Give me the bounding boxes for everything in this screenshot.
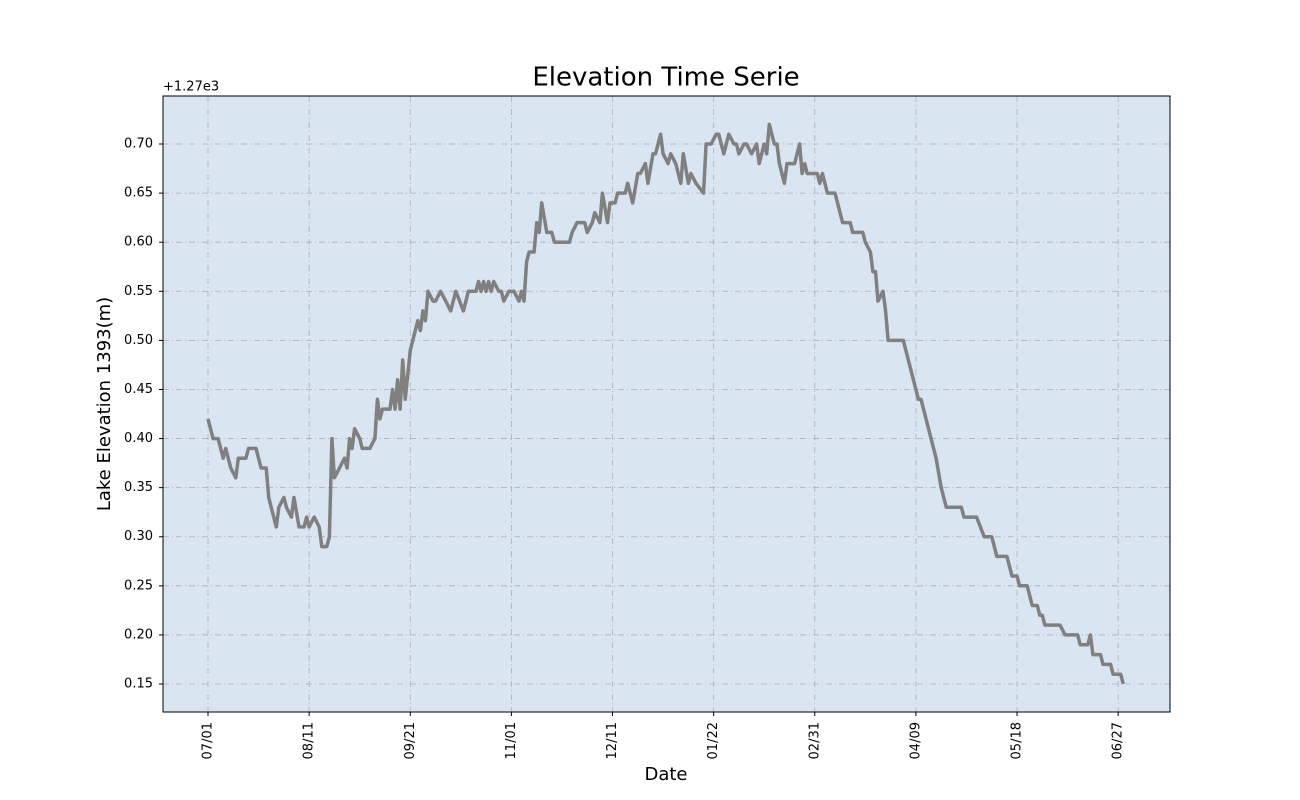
y-tick-label: 0.50 <box>124 333 153 348</box>
y-tick-label: 0.20 <box>124 627 153 642</box>
y-tick-label: 0.35 <box>124 480 153 495</box>
x-tick-label: 04/09 <box>908 722 923 759</box>
chart-title: Elevation Time Serie <box>532 63 799 93</box>
x-tick-label: 07/01 <box>201 722 216 759</box>
y-tick-label: 0.55 <box>124 284 153 299</box>
y-tick-label: 0.70 <box>124 137 153 152</box>
x-tick-label: 02/31 <box>807 722 822 759</box>
y-axis-label: Lake Elevation 1393(m) <box>94 297 115 511</box>
y-tick-label: 0.15 <box>124 677 153 692</box>
x-tick-label: 11/01 <box>504 722 519 759</box>
y-offset-label: +1.27e3 <box>163 80 219 95</box>
x-tick-label: 09/21 <box>403 722 418 759</box>
y-tick-label: 0.65 <box>124 186 153 201</box>
y-tick-label: 0.40 <box>124 431 153 446</box>
y-tick-label: 0.30 <box>124 529 153 544</box>
x-tick-label: 08/11 <box>302 722 317 759</box>
x-tick-label: 06/27 <box>1111 722 1126 759</box>
plot-frame <box>162 95 1171 713</box>
y-tick-label: 0.25 <box>124 578 153 593</box>
y-tick-label: 0.60 <box>124 235 153 250</box>
x-tick-label: 01/22 <box>706 722 721 759</box>
x-axis-label: Date <box>644 764 687 785</box>
y-tick-label: 0.45 <box>124 382 153 397</box>
plot-area <box>163 96 1170 712</box>
data-line <box>206 122 1125 685</box>
x-tick-label: 05/18 <box>1010 722 1025 759</box>
x-tick-label: 12/11 <box>605 722 620 759</box>
